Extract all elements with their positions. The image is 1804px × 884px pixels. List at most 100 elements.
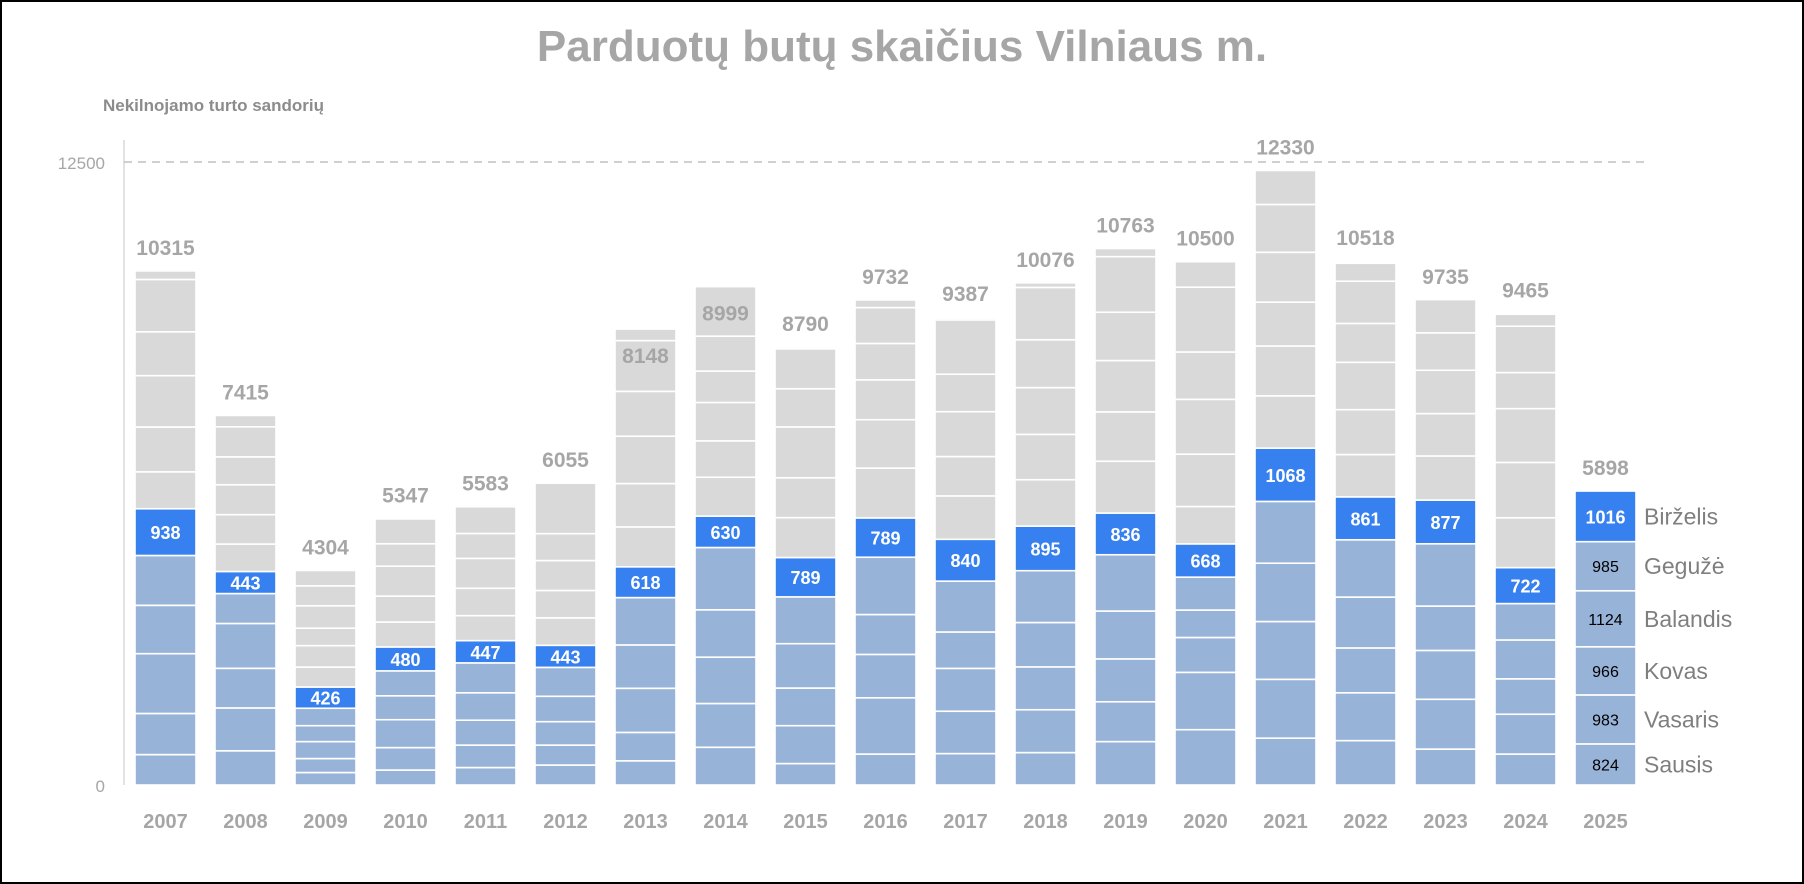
month-value-label: 824 xyxy=(1592,757,1619,774)
bar-segment xyxy=(454,557,517,590)
bar-segment xyxy=(294,627,357,647)
bar-segment xyxy=(1574,645,1637,696)
bar-segment xyxy=(1254,500,1317,565)
june-value-label: 630 xyxy=(710,523,740,543)
chart-title: Parduotų butų skaičius Vilniaus m. xyxy=(536,22,1268,71)
bar-segment xyxy=(1174,576,1237,611)
bar-segment xyxy=(614,390,677,438)
bar-segment xyxy=(1414,698,1477,750)
bar-segment xyxy=(1094,255,1157,314)
bar-segment xyxy=(374,670,437,697)
x-tick-label: 2007 xyxy=(143,811,188,833)
bar-segment xyxy=(1094,610,1157,660)
bar-segment xyxy=(854,613,917,656)
x-tick-label: 2012 xyxy=(543,811,588,833)
bar-segment xyxy=(694,440,757,479)
bar-segment xyxy=(1574,490,1637,543)
bar-segment xyxy=(934,319,997,376)
june-value-label: 618 xyxy=(630,573,660,593)
total-label: 10076 xyxy=(1016,249,1074,272)
bar-segment xyxy=(614,644,677,690)
bar-segment xyxy=(694,370,757,404)
month-value-label: 985 xyxy=(1592,559,1619,576)
bar-segment xyxy=(294,757,357,774)
bar-segment xyxy=(1334,538,1397,598)
bar-segment xyxy=(534,482,597,535)
bar-segment xyxy=(854,306,917,345)
total-label: 6055 xyxy=(542,449,589,472)
x-tick-label: 2008 xyxy=(223,811,268,833)
june-value-label: 443 xyxy=(550,647,580,667)
bar-segment xyxy=(534,666,597,698)
bar-segment xyxy=(614,731,677,762)
bar-segment xyxy=(534,744,597,766)
june-value-label: 861 xyxy=(1350,509,1380,529)
x-tick-label: 2025 xyxy=(1583,811,1628,833)
bar-segment xyxy=(1334,596,1397,649)
june-value-label: 938 xyxy=(150,523,180,543)
bar-segment xyxy=(934,538,997,582)
bar-segment xyxy=(1494,371,1557,410)
bar-segment xyxy=(694,702,757,749)
bar-segment xyxy=(294,604,357,630)
bar-segment xyxy=(1094,460,1157,514)
june-value-label: 789 xyxy=(790,568,820,588)
bar-segment xyxy=(134,270,197,281)
x-tick-label: 2014 xyxy=(703,811,748,833)
bar-segment xyxy=(294,771,357,786)
bar-segment xyxy=(1014,286,1077,341)
bar-segment xyxy=(134,604,197,655)
bar-segment xyxy=(454,587,517,617)
total-label: 10518 xyxy=(1336,227,1395,250)
june-value-label: 840 xyxy=(950,551,980,571)
bar-segment xyxy=(454,662,517,694)
x-tick-label: 2011 xyxy=(464,811,507,833)
bar-segment xyxy=(854,753,917,786)
june-value-label: 877 xyxy=(1430,513,1460,533)
x-tick-label: 2024 xyxy=(1503,811,1548,833)
bar-segment xyxy=(1254,345,1317,397)
bar-segment xyxy=(134,712,197,756)
bar-segment xyxy=(934,580,997,633)
bar-segment xyxy=(1494,602,1557,641)
bar-segment xyxy=(1014,621,1077,668)
bar-segment xyxy=(454,691,517,722)
june-value-label: 480 xyxy=(390,650,420,670)
bar-segment xyxy=(294,707,357,727)
total-label: 8790 xyxy=(782,313,829,336)
bar-segment xyxy=(774,687,837,727)
bar-segment xyxy=(1094,411,1157,463)
bar-segment xyxy=(774,387,837,428)
bar-segment xyxy=(934,667,997,713)
bar-segment xyxy=(374,746,437,771)
bar-segment xyxy=(1254,395,1317,449)
bar-segment xyxy=(614,328,677,342)
june-value-label: 447 xyxy=(470,643,500,663)
bar-segment xyxy=(1254,251,1317,303)
bar-segment xyxy=(214,414,277,428)
june-value-label: 722 xyxy=(1510,577,1540,597)
bar-segment xyxy=(1494,516,1557,569)
bar-segment xyxy=(534,720,597,746)
bar-segment xyxy=(1014,569,1077,624)
bar-segment xyxy=(1014,525,1077,572)
bar-segment xyxy=(1494,713,1557,755)
month-name-label: Vasaris xyxy=(1644,706,1719,732)
bar-segment xyxy=(1014,478,1077,527)
bar-segment xyxy=(1174,609,1237,639)
bar-segment xyxy=(1014,433,1077,481)
bar-segment xyxy=(934,410,997,458)
y-axis-title: Nekilnojamo turto sandorių xyxy=(103,96,325,115)
bar-segment xyxy=(1414,455,1477,501)
x-tick-label: 2015 xyxy=(783,811,828,833)
bar-segment xyxy=(1494,407,1557,464)
bar-segment xyxy=(134,374,197,428)
bar-segment xyxy=(1174,728,1237,786)
bar-segment xyxy=(374,621,437,648)
x-tick-label: 2016 xyxy=(863,811,908,833)
bar-segment xyxy=(1334,739,1397,786)
bar-segment xyxy=(614,482,677,528)
total-label: 8999 xyxy=(702,302,749,325)
bar-segment xyxy=(374,694,437,721)
